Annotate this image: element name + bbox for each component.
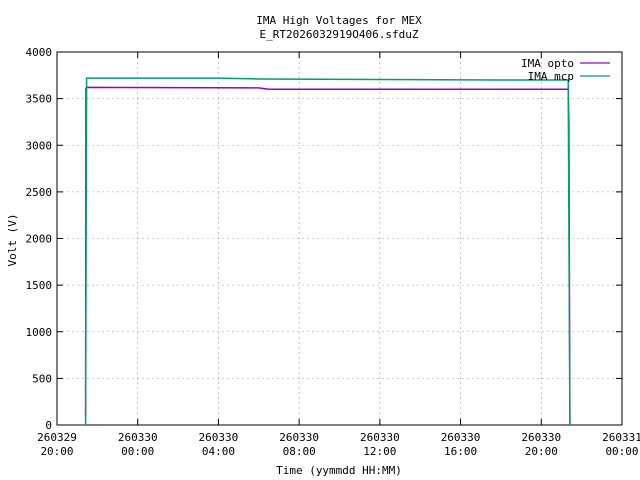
x-tick-label-date: 260330 [279,431,319,444]
series-line-ima-mcp [84,77,571,426]
y-tick-label: 1500 [26,279,53,292]
series-lines [84,77,571,426]
y-axis: 0 500 1000 1500 2000 2500 3000 3500 4000 [26,46,622,432]
x-tick-label-date: 260330 [199,431,239,444]
y-tick-label: 2500 [26,186,53,199]
chart-title: IMA High Voltages for MEX [256,14,422,27]
series-line-ima-opto [84,86,571,426]
x-tick-label-date: 260330 [441,431,481,444]
y-tick-label: 2000 [26,233,53,246]
x-axis-label: Time (yymmdd HH:MM) [276,464,402,477]
legend-label-mcp: IMA mcp [528,70,574,83]
x-tick-label-time: 12:00 [363,445,396,458]
chart-subtitle: E_RT2026032919O406.sfduZ [260,28,419,41]
x-tick-label-date: 260330 [118,431,158,444]
x-tick-label-time: 04:00 [202,445,235,458]
x-tick-label-date: 260330 [521,431,561,444]
legend-label-opto: IMA opto [521,57,574,70]
x-tick-label-time: 20:00 [525,445,558,458]
x-axis: 26032920:0026033000:0026033004:002603300… [37,52,640,458]
x-tick-label-time: 00:00 [121,445,154,458]
x-tick-label-time: 08:00 [283,445,316,458]
grid [57,52,622,425]
x-tick-label-time: 20:00 [40,445,73,458]
x-tick-label-time: 16:00 [444,445,477,458]
y-tick-label: 0 [45,419,52,432]
x-tick-label-date: 260331 [602,431,640,444]
y-tick-label: 3000 [26,139,53,152]
y-tick-label: 500 [32,372,52,385]
x-tick-label-date: 260329 [37,431,77,444]
legend: IMA opto IMA mcp [521,57,610,83]
x-tick-label-time: 00:00 [605,445,638,458]
y-axis-label: Volt (V) [6,214,19,267]
y-tick-label: 1000 [26,326,53,339]
y-tick-label: 3500 [26,93,53,106]
x-tick-label-date: 260330 [360,431,400,444]
y-tick-label: 4000 [26,46,53,59]
